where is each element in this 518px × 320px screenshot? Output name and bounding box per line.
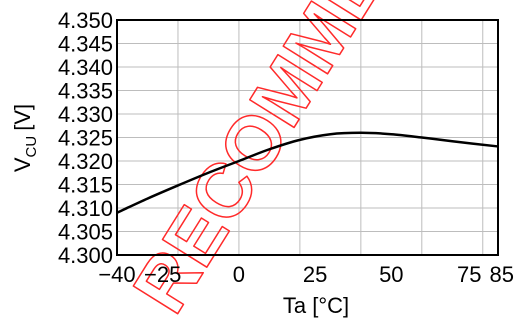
y-axis-label-main: V <box>10 157 35 172</box>
y-tick-label: 4.340 <box>58 55 113 80</box>
x-tick-labels: −40 −25 0 25 50 75 85 <box>98 262 514 287</box>
x-tick-label: 0 <box>233 262 245 287</box>
y-tick-label: 4.335 <box>58 79 113 104</box>
y-tick-label: 4.350 <box>58 8 113 33</box>
y-tick-label: 4.305 <box>58 220 113 245</box>
series-layer <box>116 131 499 214</box>
x-tick-label: 50 <box>379 262 403 287</box>
y-tick-label: 4.325 <box>58 126 113 151</box>
series-line-0 <box>116 131 499 214</box>
y-tick-label: 4.330 <box>58 102 113 127</box>
y-tick-label: 4.315 <box>58 173 113 198</box>
y-axis-label-unit: [V] <box>10 104 35 131</box>
x-axis-label: Ta [°C] <box>283 293 349 318</box>
x-tick-label: 75 <box>457 262 481 287</box>
y-axis-label: VCU [V] <box>10 104 40 172</box>
y-tick-label: 4.320 <box>58 149 113 174</box>
x-tick-label: −40 <box>98 262 135 287</box>
y-tick-label: 4.345 <box>58 32 113 57</box>
y-tick-labels: 4.3004.3054.3104.3154.3204.3254.3304.335… <box>58 8 113 268</box>
y-axis-label-sub: CU <box>23 136 40 158</box>
x-tick-label: 85 <box>490 262 514 287</box>
y-tick-label: 4.310 <box>58 196 113 221</box>
x-tick-label: −25 <box>144 262 181 287</box>
y-tick-label: 4.300 <box>58 243 113 268</box>
x-tick-label: 25 <box>303 262 327 287</box>
plot-frame <box>116 19 499 256</box>
